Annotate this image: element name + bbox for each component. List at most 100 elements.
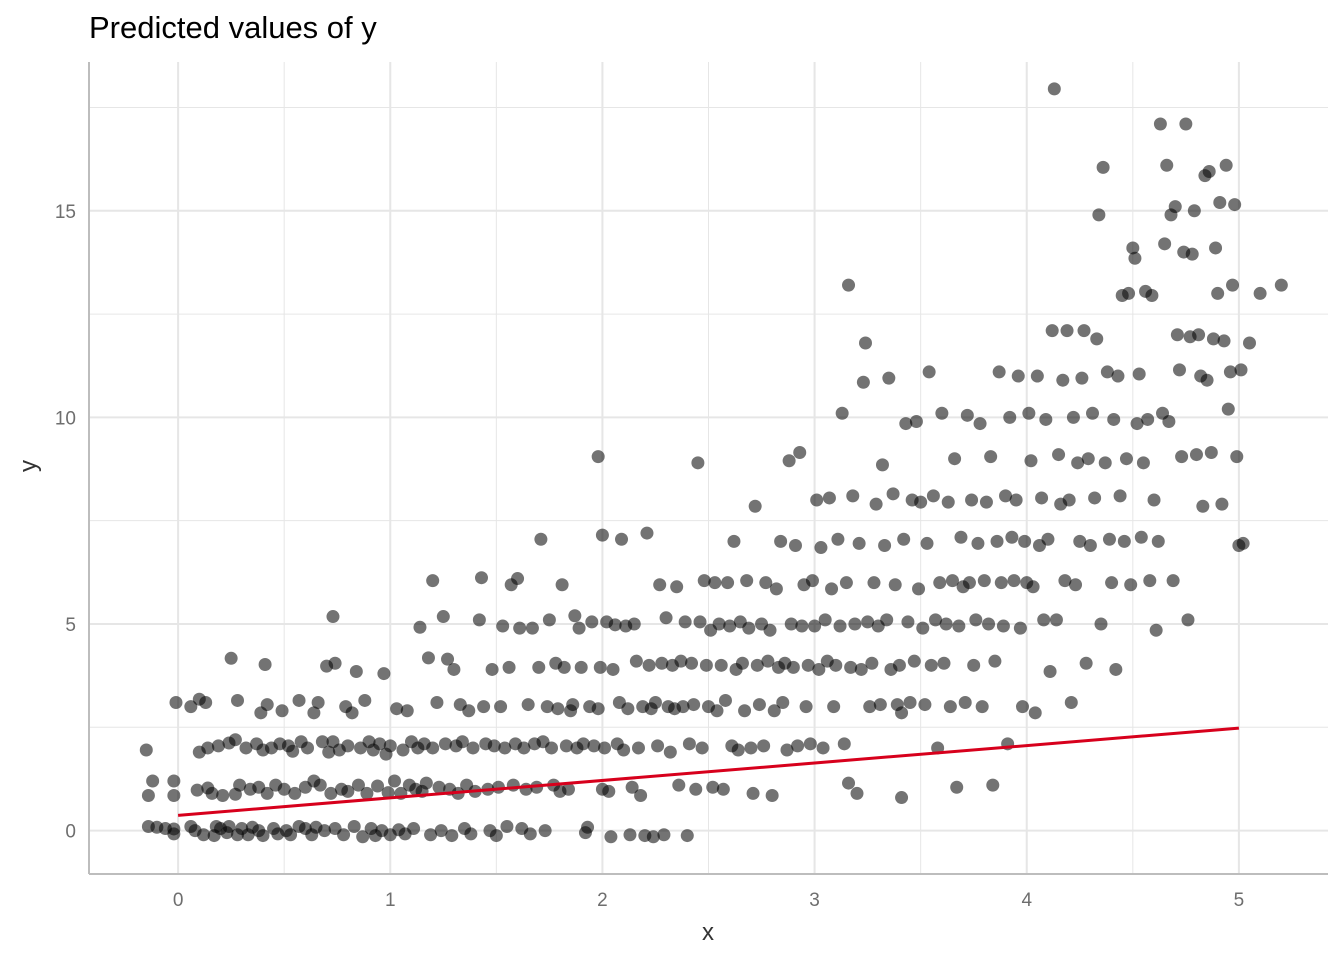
data-point	[735, 656, 749, 670]
data-point	[914, 495, 928, 509]
data-point	[1090, 332, 1104, 346]
data-point	[205, 786, 219, 800]
data-point	[1221, 402, 1235, 416]
data-point	[752, 698, 766, 712]
data-point	[765, 788, 779, 802]
data-point	[593, 660, 607, 674]
data-point	[994, 576, 1008, 590]
data-point	[494, 700, 508, 714]
data-point	[464, 827, 478, 841]
data-point	[438, 737, 452, 751]
data-point	[1226, 278, 1240, 292]
data-point	[502, 660, 516, 674]
data-point	[477, 700, 491, 714]
data-point	[920, 536, 934, 550]
x-tick-label: 2	[597, 890, 608, 911]
data-point	[818, 613, 832, 627]
data-point	[545, 741, 559, 755]
data-point	[1175, 450, 1189, 464]
data-point	[426, 741, 440, 755]
data-point	[542, 613, 556, 627]
data-point	[572, 621, 586, 635]
data-point	[791, 739, 805, 753]
data-point	[979, 495, 993, 509]
data-point	[1066, 410, 1080, 424]
data-point	[1043, 665, 1057, 679]
data-point	[139, 743, 153, 757]
data-point	[407, 822, 421, 836]
data-point	[1024, 454, 1038, 468]
data-point	[1136, 456, 1150, 470]
data-point	[345, 706, 359, 720]
data-point	[1166, 574, 1180, 588]
x-tick-label: 5	[1234, 890, 1245, 911]
data-point	[750, 658, 764, 672]
data-point	[693, 615, 707, 629]
data-point	[699, 658, 713, 672]
data-point	[1170, 328, 1184, 342]
data-point	[324, 786, 338, 800]
data-point	[436, 610, 450, 624]
data-point	[721, 576, 735, 590]
data-point	[793, 446, 807, 460]
data-point	[939, 617, 953, 631]
data-point	[1026, 580, 1040, 594]
data-point	[767, 704, 781, 718]
data-point	[381, 786, 395, 800]
data-point	[591, 450, 605, 464]
data-point	[1117, 534, 1131, 548]
data-point	[216, 788, 230, 802]
data-point	[377, 667, 391, 681]
data-point	[1015, 700, 1029, 714]
data-point	[1009, 493, 1023, 507]
data-point	[1011, 369, 1025, 383]
data-point	[1215, 497, 1229, 511]
data-point	[474, 571, 488, 585]
data-point	[1128, 251, 1142, 265]
data-point	[912, 582, 926, 596]
data-point	[878, 538, 892, 552]
data-point	[861, 615, 875, 629]
data-point	[315, 735, 329, 749]
data-point	[1124, 578, 1138, 592]
data-point	[595, 528, 609, 542]
data-point	[1022, 406, 1036, 420]
data-point	[337, 828, 351, 842]
data-point	[301, 741, 315, 755]
data-point	[441, 652, 455, 666]
data-point	[621, 702, 635, 716]
data-point	[786, 660, 800, 674]
data-point	[769, 582, 783, 596]
data-point	[763, 623, 777, 637]
data-point	[1018, 534, 1032, 548]
data-point	[1037, 613, 1051, 627]
data-point	[727, 534, 741, 548]
data-point	[992, 365, 1006, 379]
data-point	[197, 828, 211, 842]
data-point	[1200, 373, 1214, 387]
data-point	[1206, 332, 1220, 346]
data-point	[865, 656, 879, 670]
x-tick-label: 4	[1021, 890, 1032, 911]
data-point	[984, 450, 998, 464]
data-point	[856, 375, 870, 389]
data-point	[952, 619, 966, 633]
data-point	[759, 576, 773, 590]
data-point	[1143, 574, 1157, 588]
data-point	[960, 408, 974, 422]
data-point	[260, 786, 274, 800]
data-point	[882, 371, 896, 385]
data-point	[1196, 499, 1210, 513]
data-point	[1234, 363, 1248, 377]
data-point	[776, 696, 790, 710]
data-point	[538, 824, 552, 838]
data-point	[899, 417, 913, 431]
data-point	[388, 774, 402, 788]
data-point	[1202, 165, 1216, 179]
data-point	[1151, 534, 1165, 548]
data-point	[1105, 576, 1119, 590]
data-point	[1172, 363, 1186, 377]
data-point	[419, 776, 433, 790]
